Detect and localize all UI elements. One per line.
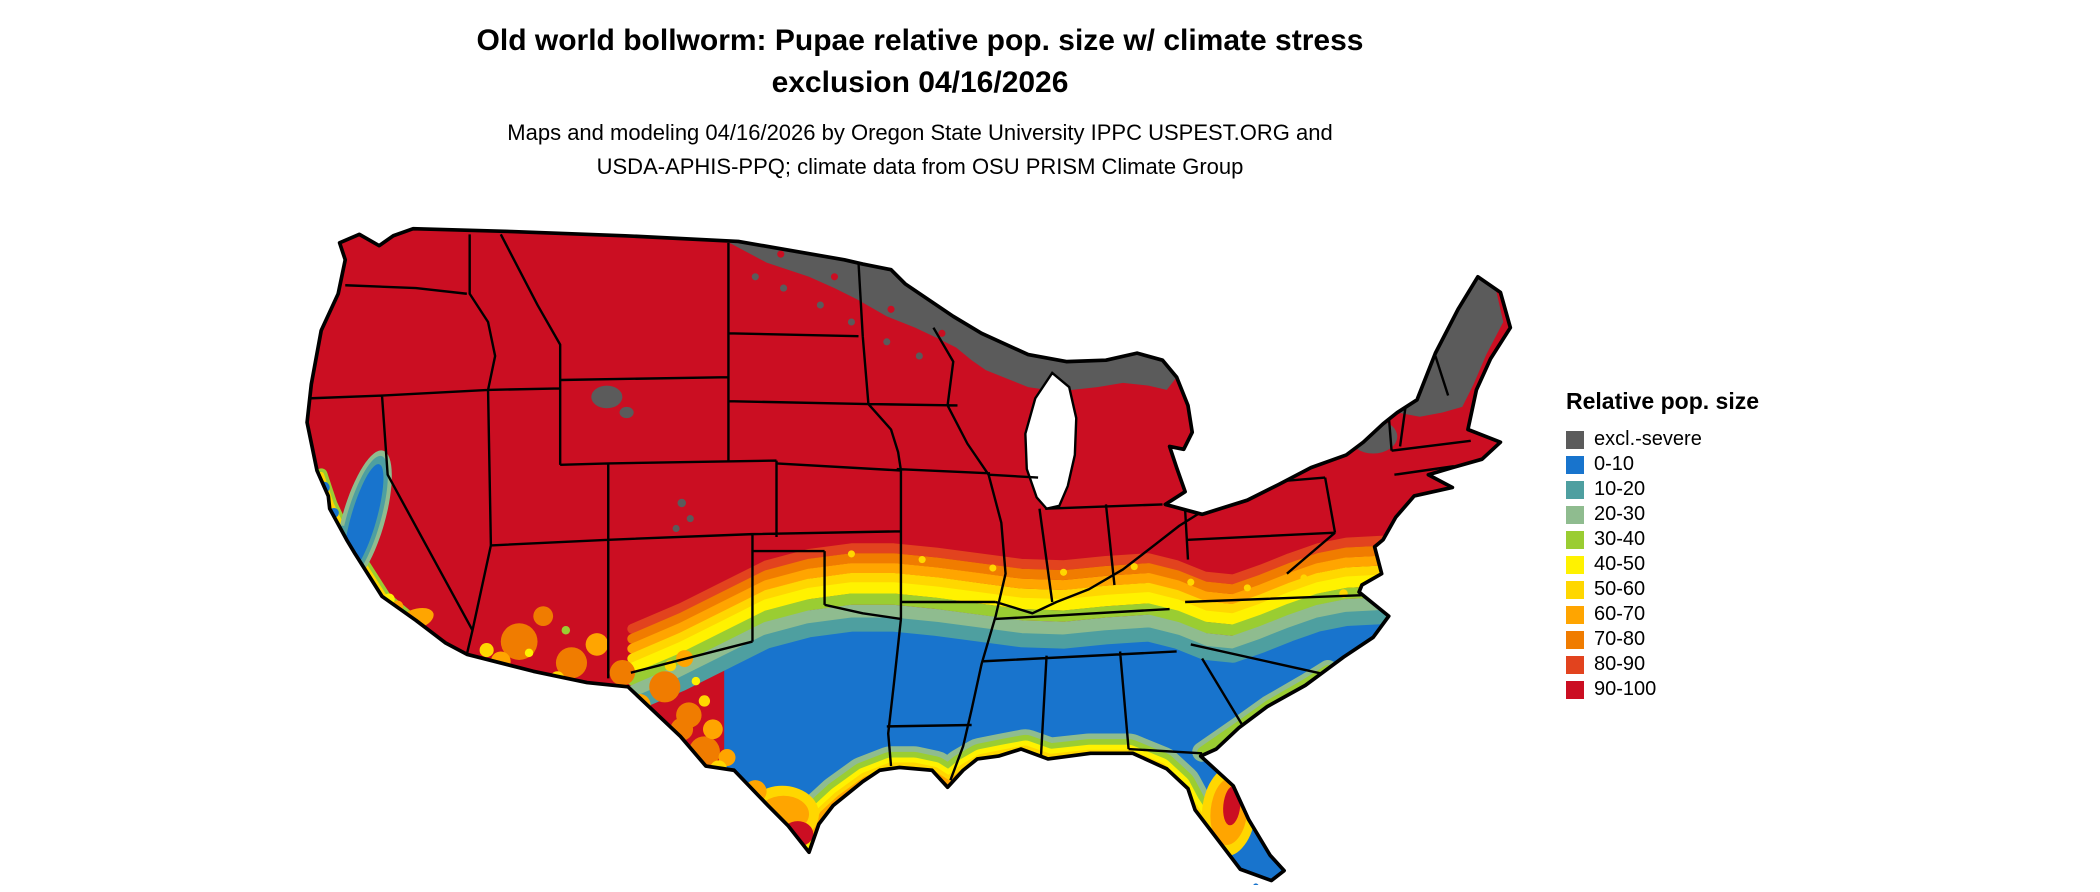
legend-entry: 60-70: [1566, 602, 1759, 627]
legend-label: 80-90: [1594, 653, 1646, 675]
legend-entry: 80-90: [1566, 652, 1759, 677]
southwest-mottle: [479, 606, 736, 778]
legend-label: 50-60: [1594, 578, 1646, 600]
page-subtitle-line1: Maps and modeling 04/16/2026 by Oregon S…: [507, 120, 1333, 145]
legend-title: Relative pop. size: [1566, 388, 1760, 414]
legend-label: 90-100: [1594, 678, 1657, 700]
page-title-line2: exclusion 04/16/2026: [771, 66, 1069, 99]
us-map: [305, 226, 1513, 885]
legend-label: 30-40: [1594, 528, 1646, 550]
page-title: Old world bollworm: Pupae relative pop. …: [320, 20, 1520, 104]
legend-swatch: [1566, 630, 1584, 649]
legend: Relative pop. size excl.-severe 0-10 10-20…: [1566, 388, 1759, 702]
legend-swatch: [1566, 530, 1584, 549]
legend-swatch: [1566, 480, 1584, 499]
legend-label: excl.-severe: [1594, 428, 1702, 450]
page-title-line1: Old world bollworm: Pupae relative pop. …: [476, 24, 1364, 57]
legend-swatch: [1566, 605, 1584, 624]
legend-swatch: [1566, 430, 1584, 449]
legend-swatch: [1566, 680, 1584, 699]
page-subtitle: Maps and modeling 04/16/2026 by Oregon S…: [320, 116, 1520, 184]
legend-label: 0-10: [1594, 453, 1635, 475]
legend-entries: excl.-severe 0-10 10-20 20-30 30-40 40-50 50-6…: [1566, 427, 1759, 702]
florida-keys: [1253, 883, 1259, 885]
legend-entry: excl.-severe: [1566, 427, 1759, 452]
legend-label: 60-70: [1594, 603, 1646, 625]
legend-swatch: [1566, 655, 1584, 674]
legend-label: 40-50: [1594, 553, 1646, 575]
legend-label: 20-30: [1594, 503, 1646, 525]
gulf-band-40-50: [812, 753, 1199, 836]
legend-label: 10-20: [1594, 478, 1646, 500]
legend-entry: 10-20: [1566, 477, 1759, 502]
map-region: [300, 220, 1516, 885]
legend-entry: 0-10: [1566, 452, 1759, 477]
legend-swatch: [1566, 580, 1584, 599]
legend-entry: 90-100: [1566, 677, 1759, 702]
state-boundaries: [308, 233, 1471, 781]
legend-swatch: [1566, 455, 1584, 474]
legend-entry: 20-30: [1566, 502, 1759, 527]
legend-entry: 70-80: [1566, 627, 1759, 652]
legend-entry: 30-40: [1566, 527, 1759, 552]
legend-entry: 50-60: [1566, 577, 1759, 602]
legend-swatch: [1566, 505, 1584, 524]
us-outline: [305, 226, 1513, 883]
legend-swatch: [1566, 555, 1584, 574]
legend-entry: 40-50: [1566, 552, 1759, 577]
dither-specks: [751, 273, 1348, 598]
legend-label: 70-80: [1594, 628, 1646, 650]
page-subtitle-line2: USDA-APHIS-PPQ; climate data from OSU PR…: [596, 154, 1244, 179]
map-fill-layers: [307, 228, 1511, 881]
